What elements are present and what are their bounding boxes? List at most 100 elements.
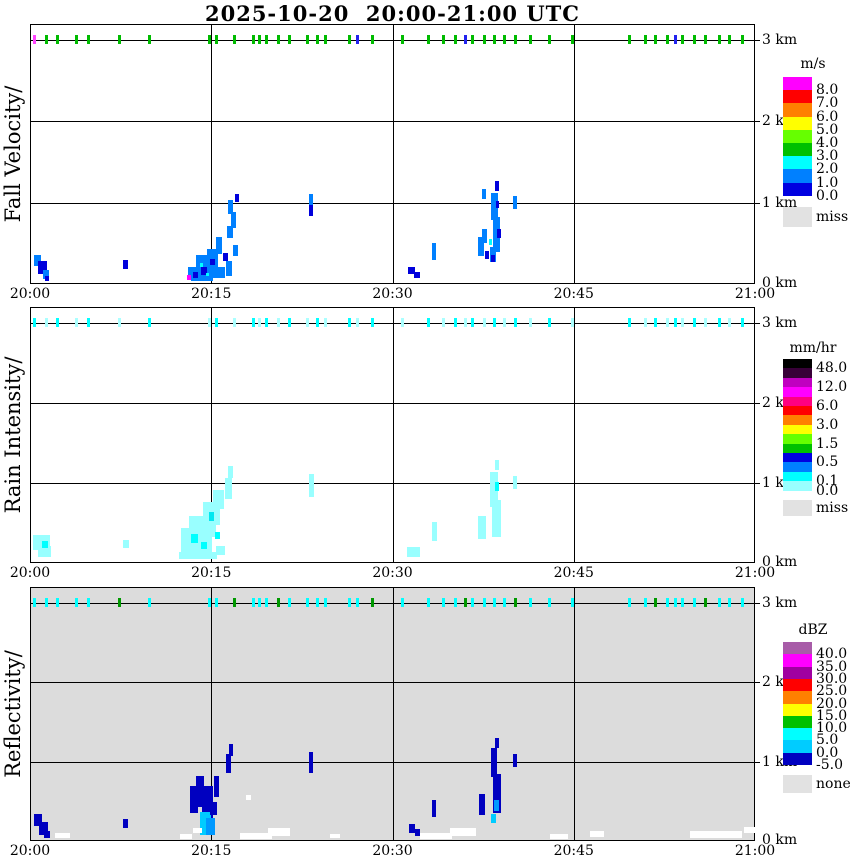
echo-pixel-cluster [493,774,501,813]
detection-dash [208,598,211,607]
axis-tick [755,483,760,484]
detection-dash [258,318,261,327]
detection-dash [693,35,696,44]
legend-color-cell [783,396,812,407]
detection-dash [628,35,631,44]
detection-dash [148,318,151,327]
echo-pixel-cluster [200,263,203,267]
legend-scale-label: 5.0 [816,121,839,138]
echo-pixel-cluster [123,260,128,269]
detection-dash [728,318,731,327]
detection-dash [442,598,445,607]
legend-color-cell [783,156,812,170]
echo-pixel-cluster [45,276,49,281]
detection-dash [644,598,647,607]
legend-missing-label: miss [816,500,849,516]
detection-dash [118,598,121,607]
detection-dash [681,35,684,44]
detection-dash [277,598,280,607]
detection-dash [288,35,291,44]
detection-dash [348,318,351,327]
echo-pixel-cluster [123,819,128,828]
echo-pixel-cluster [479,794,485,815]
echo-pixel-cluster [191,534,198,543]
detection-dash [514,35,517,44]
legend-color-cell [783,642,812,655]
echo-pixel-cluster [246,795,251,800]
echo-pixel-cluster [513,754,517,767]
legend-color-cell [783,103,812,118]
detection-dash [514,318,517,327]
detection-dash [471,35,474,44]
legend-scale-label: 6.0 [816,398,839,414]
echo-pixel-cluster [491,255,495,262]
time-tick-label: 20:00 [9,843,51,859]
legend-color-cell [783,728,812,741]
detection-dash [741,35,744,44]
echo-pixel-cluster [496,201,499,208]
echo-pixel-cluster [495,482,499,491]
detection-dash [681,598,684,607]
detection-dash [493,35,496,44]
echo-pixel-cluster [123,540,129,548]
echo-pixel-cluster [415,829,420,836]
echo-pixel-cluster [206,818,215,835]
figure-title: 2025-10-20 20:00-21:00 UTC [204,1,581,26]
echo-pixel-cluster [43,270,49,279]
legend-color-cell [783,691,812,704]
legend2-unit-label: mm/hr [789,340,837,356]
height-tick-label: 0 km [762,832,798,848]
detection-dash [464,318,467,327]
detection-dash [666,318,669,327]
axis-tick [755,403,760,404]
axis-tick [755,202,760,204]
detection-dash [628,598,631,607]
legend-scale-label: 0.0 [816,744,839,761]
legend-missing-cell [783,775,812,793]
height-tick-label: 0 km [762,554,798,570]
gridline-vertical [573,24,575,284]
detection-dash [442,318,445,327]
time-tick-label: 21:00 [734,286,776,302]
detection-dash [471,598,474,607]
axis-tick [755,323,760,324]
detection-dash [571,598,574,607]
gridline-vertical [573,307,575,563]
detection-dash [208,35,211,44]
legend-scale-label: 25.0 [816,683,848,700]
detection-dash [75,318,78,327]
detection-dash [45,318,48,327]
legend-scale-label: 0.0 [816,482,839,499]
legend-color-cell [783,471,812,482]
echo-pixel-cluster [408,267,415,274]
time-tick-label: 20:00 [9,565,51,581]
legend-color-cell [783,434,812,445]
time-tick-label: 21:00 [734,565,776,581]
detection-dash [215,318,218,327]
echo-pixel-cluster [450,828,476,836]
echo-pixel-cluster [489,239,492,245]
detection-dash [356,318,359,327]
detection-dash [718,598,721,607]
legend-color-cell [783,143,812,157]
detection-dash [704,35,707,44]
echo-pixel-cluster [490,247,496,262]
detection-dash [316,598,319,607]
echo-pixel-cluster [432,243,436,260]
legend3-unit-label: dBZ [798,622,828,638]
legend-color-cell [783,740,812,754]
detection-dash [654,35,657,44]
axis-tick [755,761,760,763]
detection-dash [258,35,261,44]
echo-pixel-cluster [493,217,500,252]
height-tick-label: 1 km [762,194,798,211]
echo-pixel-cluster [193,272,198,278]
detection-dash [741,598,744,607]
legend-color-cell [783,406,812,416]
detection-dash [371,35,374,44]
detection-dash [401,598,404,607]
detection-dash [316,35,319,44]
echo-pixel-cluster [491,814,496,823]
legend-scale-label: 6.0 [816,108,839,125]
legend-scale-label: 15.0 [816,707,848,724]
